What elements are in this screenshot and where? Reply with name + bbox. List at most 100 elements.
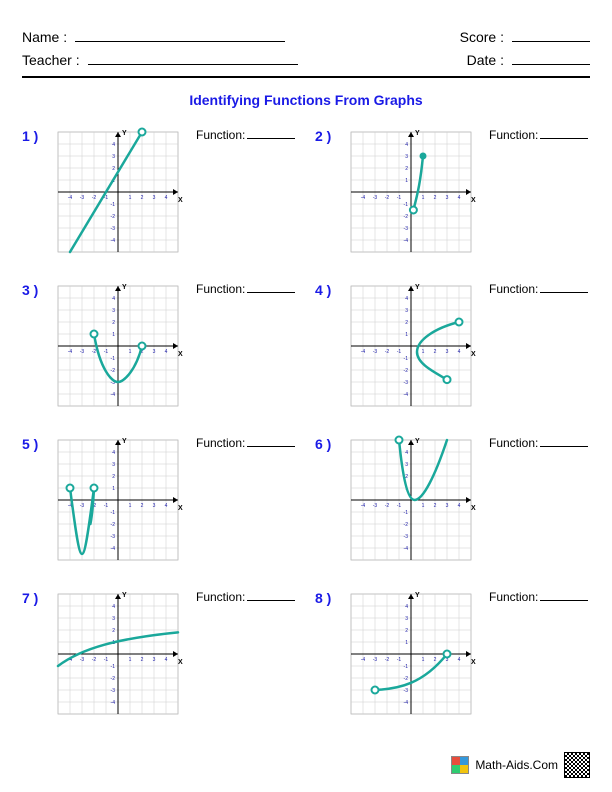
svg-text:1: 1 bbox=[422, 349, 425, 355]
svg-text:-3: -3 bbox=[80, 657, 85, 663]
svg-text:-3: -3 bbox=[404, 534, 409, 540]
svg-text:-3: -3 bbox=[111, 534, 116, 540]
coordinate-plane: -4-4-3-3-2-2-1-111223344 X Y bbox=[48, 122, 188, 262]
problem-number: 3 ) bbox=[22, 276, 48, 298]
teacher-label: Teacher : bbox=[22, 52, 80, 68]
teacher-line[interactable] bbox=[88, 51, 298, 65]
svg-text:-1: -1 bbox=[111, 664, 116, 670]
svg-text:-1: -1 bbox=[404, 356, 409, 362]
svg-text:-1: -1 bbox=[104, 349, 109, 355]
svg-text:1: 1 bbox=[129, 503, 132, 509]
svg-text:1: 1 bbox=[112, 486, 115, 492]
problem-cell: 2 ) -4-4-3-3-2-2-1-111223344 X Y Functio… bbox=[315, 122, 590, 262]
answer-line[interactable] bbox=[540, 436, 588, 447]
name-line[interactable] bbox=[75, 28, 285, 42]
plot: -4-4-3-3-2-2-1-111223344 X Y bbox=[48, 430, 188, 570]
footer-text: Math-Aids.Com bbox=[475, 758, 558, 772]
answer-line[interactable] bbox=[247, 590, 295, 601]
answer-label: Function: bbox=[196, 128, 245, 142]
answer-line[interactable] bbox=[247, 436, 295, 447]
answer-field: Function: bbox=[489, 276, 588, 296]
coordinate-plane: -4-4-3-3-2-2-1-111223344 X Y bbox=[48, 430, 188, 570]
coordinate-plane: -4-4-3-3-2-2-1-111223344 X Y bbox=[341, 430, 481, 570]
svg-text:-4: -4 bbox=[404, 392, 409, 398]
svg-text:4: 4 bbox=[458, 195, 461, 201]
svg-text:Y: Y bbox=[415, 438, 420, 445]
svg-text:X: X bbox=[471, 505, 476, 512]
svg-text:4: 4 bbox=[405, 142, 408, 148]
svg-text:-1: -1 bbox=[104, 503, 109, 509]
answer-line[interactable] bbox=[247, 282, 295, 293]
score-label: Score : bbox=[460, 29, 504, 45]
svg-text:3: 3 bbox=[153, 349, 156, 355]
svg-text:3: 3 bbox=[405, 308, 408, 314]
svg-text:3: 3 bbox=[112, 616, 115, 622]
name-label: Name : bbox=[22, 29, 67, 45]
svg-text:2: 2 bbox=[434, 349, 437, 355]
svg-text:-2: -2 bbox=[385, 503, 390, 509]
svg-text:-2: -2 bbox=[404, 522, 409, 528]
answer-field: Function: bbox=[196, 122, 295, 142]
svg-text:4: 4 bbox=[458, 657, 461, 663]
svg-text:4: 4 bbox=[405, 604, 408, 610]
answer-field: Function: bbox=[196, 276, 295, 296]
answer-field: Function: bbox=[196, 430, 295, 450]
date-line[interactable] bbox=[512, 51, 590, 65]
svg-text:-3: -3 bbox=[373, 503, 378, 509]
answer-field: Function: bbox=[196, 584, 295, 604]
problem-number: 1 ) bbox=[22, 122, 48, 144]
svg-text:X: X bbox=[471, 659, 476, 666]
svg-text:-3: -3 bbox=[80, 349, 85, 355]
problem-number: 5 ) bbox=[22, 430, 48, 452]
answer-field: Function: bbox=[489, 584, 588, 604]
answer-line[interactable] bbox=[540, 282, 588, 293]
svg-text:3: 3 bbox=[446, 195, 449, 201]
problem-number: 8 ) bbox=[315, 584, 341, 606]
svg-text:2: 2 bbox=[141, 657, 144, 663]
page-title: Identifying Functions From Graphs bbox=[22, 92, 590, 108]
problem-grid: 1 ) -4-4-3-3-2-2-1-111223344 X Y Functio… bbox=[22, 122, 590, 724]
svg-text:-3: -3 bbox=[373, 349, 378, 355]
svg-text:3: 3 bbox=[446, 349, 449, 355]
coordinate-plane: -4-4-3-3-2-2-1-111223344 X Y bbox=[48, 584, 188, 724]
svg-text:Y: Y bbox=[415, 130, 420, 137]
answer-line[interactable] bbox=[247, 128, 295, 139]
svg-text:2: 2 bbox=[434, 195, 437, 201]
answer-label: Function: bbox=[196, 436, 245, 450]
plot: -4-4-3-3-2-2-1-111223344 X Y bbox=[48, 122, 188, 262]
svg-text:2: 2 bbox=[405, 320, 408, 326]
problem-cell: 3 ) -4-4-3-3-2-2-1-111223344 X Y Functio… bbox=[22, 276, 297, 416]
svg-text:-2: -2 bbox=[92, 349, 97, 355]
svg-text:4: 4 bbox=[458, 503, 461, 509]
svg-text:4: 4 bbox=[112, 604, 115, 610]
svg-text:-3: -3 bbox=[80, 503, 85, 509]
svg-text:-3: -3 bbox=[373, 657, 378, 663]
svg-text:-2: -2 bbox=[92, 657, 97, 663]
svg-text:2: 2 bbox=[112, 320, 115, 326]
svg-text:2: 2 bbox=[434, 657, 437, 663]
svg-text:-2: -2 bbox=[404, 214, 409, 220]
svg-text:2: 2 bbox=[112, 474, 115, 480]
svg-text:-1: -1 bbox=[111, 356, 116, 362]
answer-line[interactable] bbox=[540, 128, 588, 139]
score-line[interactable] bbox=[512, 28, 590, 42]
plot: -4-4-3-3-2-2-1-111223344 X Y bbox=[341, 276, 481, 416]
coordinate-plane: -4-4-3-3-2-2-1-111223344 X Y bbox=[341, 276, 481, 416]
svg-text:3: 3 bbox=[405, 462, 408, 468]
svg-text:Y: Y bbox=[122, 130, 127, 137]
svg-text:Y: Y bbox=[415, 592, 420, 599]
answer-line[interactable] bbox=[540, 590, 588, 601]
problem-number: 2 ) bbox=[315, 122, 341, 144]
svg-text:-2: -2 bbox=[111, 676, 116, 682]
name-field: Name : bbox=[22, 28, 285, 45]
answer-label: Function: bbox=[489, 282, 538, 296]
answer-label: Function: bbox=[489, 436, 538, 450]
coordinate-plane: -4-4-3-3-2-2-1-111223344 X Y bbox=[341, 584, 481, 724]
problem-cell: 7 ) -4-4-3-3-2-2-1-111223344 X Y Functio… bbox=[22, 584, 297, 724]
svg-text:-1: -1 bbox=[397, 657, 402, 663]
svg-text:-2: -2 bbox=[92, 195, 97, 201]
svg-text:2: 2 bbox=[112, 166, 115, 172]
svg-text:-4: -4 bbox=[111, 546, 116, 552]
answer-label: Function: bbox=[489, 590, 538, 604]
score-field: Score : bbox=[460, 28, 590, 45]
